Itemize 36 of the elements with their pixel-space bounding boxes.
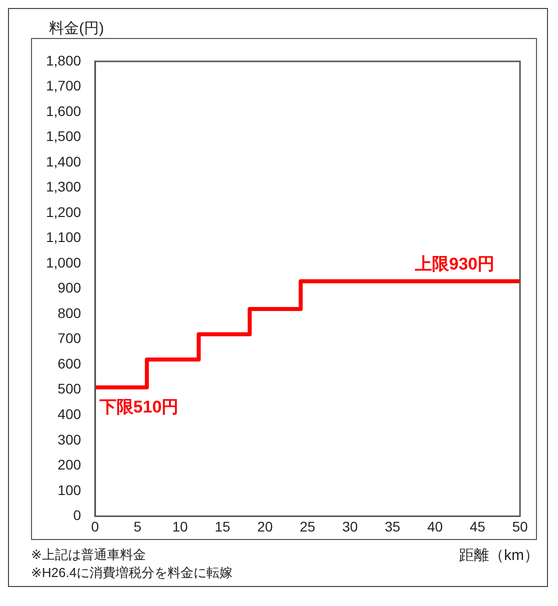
y-tick-label: 800 [58,304,82,321]
y-tick-label: 1,800 [46,52,82,68]
y-tick-label: 700 [58,330,82,346]
y-tick-label: 300 [58,431,82,448]
y-tick-label: 1,000 [46,254,82,270]
x-tick-label: 20 [257,518,274,534]
y-tick-label: 1,200 [46,204,82,220]
y-tick-label: 0 [73,507,82,524]
x-tick-label: 25 [300,518,316,534]
x-axis-title: 距離（km） [459,546,539,566]
x-tick-label: 0 [91,518,100,534]
y-tick-label: 100 [58,482,82,498]
y-tick-label: 1,100 [46,229,82,246]
x-tick-label: 10 [172,518,188,534]
text: ※上記は普通車料金 [31,546,147,564]
y-tick-label: 600 [58,355,82,372]
y-tick-label: 900 [58,280,82,296]
x-tick-label: 35 [384,518,401,534]
x-tick-label: 15 [214,518,231,534]
x-tick-label: 30 [342,518,358,534]
annotation: 下限510円 [98,398,179,417]
y-axis-title: 料金(円) [49,19,105,38]
x-tick-label: 40 [427,518,444,534]
y-tick-label: 1,500 [46,128,82,144]
annotation: 上限930円 [414,254,494,274]
x-tick-label: 5 [134,518,142,534]
y-tick-label: 1,300 [46,178,82,195]
y-tick-label: 200 [58,456,82,473]
y-tick-label: 1,700 [46,78,82,94]
text: ※H26.4に消費増税分を料金に転嫁 [31,564,233,582]
x-tick-label: 50 [512,518,528,534]
y-tick-label: 1,600 [46,102,82,119]
x-tick-label: 45 [470,518,486,534]
y-tick-label: 400 [58,406,82,422]
y-tick-label: 1,400 [46,153,82,170]
y-tick-label: 500 [58,380,82,397]
